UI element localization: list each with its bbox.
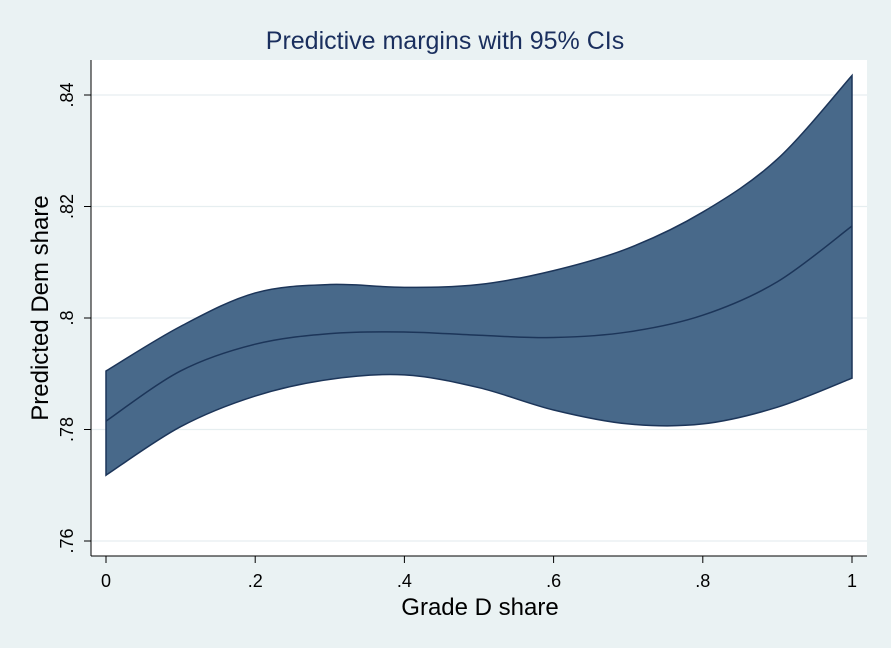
y-tick-label: .82 [57,194,77,219]
y-tick-label: .8 [57,310,77,325]
chart-title: Predictive margins with 95% CIs [266,27,624,55]
y-tick-label: .84 [57,82,77,107]
y-tick-label: .78 [57,417,77,442]
estimate-line [105,225,853,422]
axes: 0 .2 .4 .6 .8 1 .76 .78 .8 .82 .84 [57,60,867,591]
x-tick-label: 1 [847,571,857,591]
x-axis-title: Grade D share [401,594,558,621]
confidence-band [105,73,853,477]
x-tick-label: .6 [546,571,561,591]
x-tick-label: 0 [101,571,111,591]
x-tick-label: .8 [695,571,710,591]
y-axis-title: Predicted Dem share [27,195,54,420]
x-tick-label: .4 [397,571,412,591]
y-tick-label: .76 [57,528,77,553]
x-tick-label: .2 [248,571,263,591]
